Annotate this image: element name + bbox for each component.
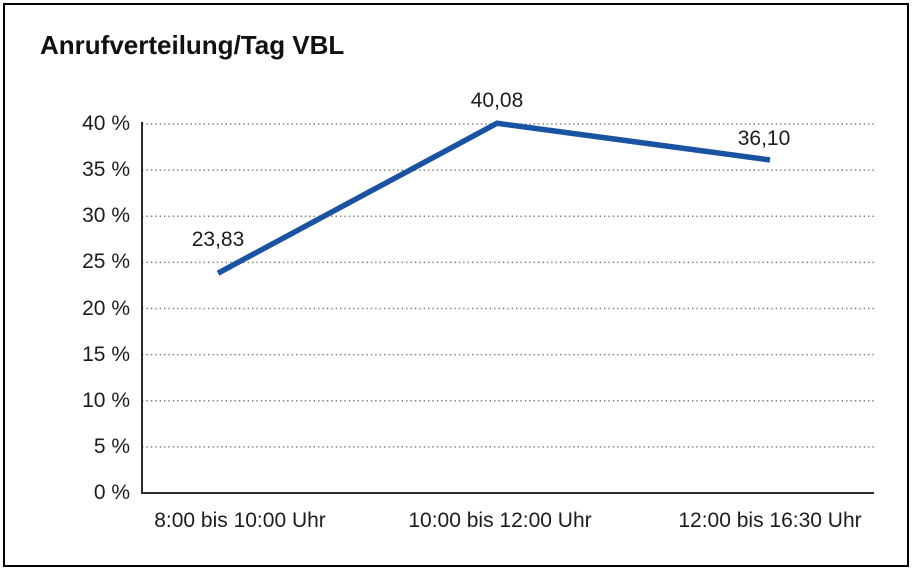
y-tick-label: 5 % [93,434,130,458]
y-tick-label: 0 % [93,481,130,504]
y-tick-label: 25 % [82,250,130,274]
chart-frame-border [3,3,909,567]
x-tick-label: 12:00 bis 16:30 Uhr [678,509,862,532]
data-point-label: 40,08 [470,89,524,113]
data-point-label: 36,10 [737,126,791,150]
y-tick-label: 10 % [82,388,130,412]
y-tick-label: 15 % [82,342,130,366]
y-tick-label: 40 % [82,112,130,135]
data-point-label: 23,83 [191,228,245,252]
y-tick-label: 30 % [82,204,130,228]
x-tick-label: 10:00 bis 12:00 Uhr [408,509,592,532]
y-tick-label: 35 % [82,158,130,182]
y-tick-label: 20 % [82,296,130,320]
chart-title: Anrufverteilung/Tag VBL [40,30,345,60]
x-tick-label: 8:00 bis 10:00 Uhr [154,509,326,532]
data-series-line [216,120,771,276]
